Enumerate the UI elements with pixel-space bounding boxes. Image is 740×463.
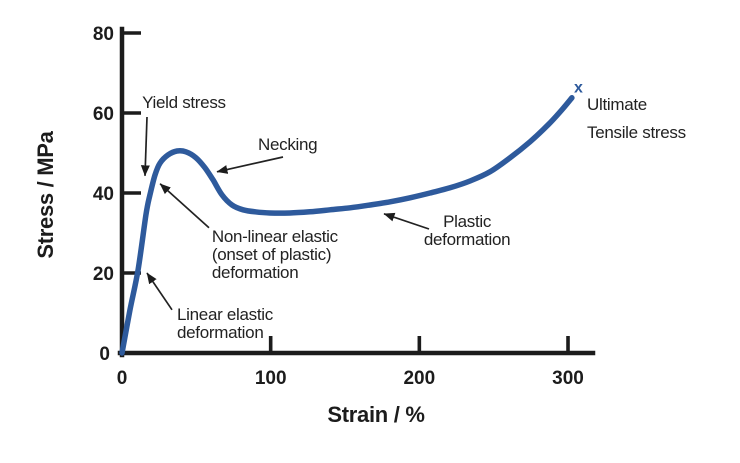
x-tick-label: 100 — [255, 368, 287, 389]
y-tick-label: 60 — [93, 104, 114, 125]
y-tick-labels: 0 20 40 60 80 — [93, 24, 114, 365]
annotation-arrow — [140, 116, 150, 177]
x-tick-label: 0 — [117, 368, 128, 389]
annotation-label: Tensile stress — [587, 123, 686, 142]
annotation-label: Yield stress — [142, 93, 226, 112]
annotation-label: deformation — [212, 263, 298, 282]
annotation-arrow — [383, 212, 430, 230]
y-axis-title: Stress / MPa — [33, 130, 58, 258]
x-tick-label: 300 — [552, 368, 584, 389]
y-tick-label: 80 — [93, 24, 114, 45]
annotation-label: Linear elastic — [177, 305, 274, 324]
y-ticks — [122, 31, 141, 275]
annotation-arrow — [146, 272, 173, 311]
axes: 0 20 40 60 80 0 100 200 300 — [93, 24, 596, 389]
annotation-ultimate-tensile-stress: Ultimate Tensile stress — [587, 95, 686, 142]
uts-end-marker-x-icon: x — [574, 79, 583, 96]
annotation-label: Necking — [258, 135, 317, 154]
annotation-yield-stress: Yield stress — [140, 93, 226, 177]
y-tick-label: 40 — [93, 184, 114, 205]
stress-strain-curve — [119, 95, 575, 356]
annotation-necking: Necking — [216, 135, 318, 174]
x-tick-label: 200 — [403, 368, 435, 389]
x-tick-labels: 0 100 200 300 — [117, 368, 584, 389]
annotations: Yield stress Necking Non-linear elastic(on… — [140, 93, 686, 342]
annotation-label: Ultimate — [587, 95, 647, 114]
annotation-label: Plastic — [443, 212, 492, 231]
annotation-arrow — [159, 183, 210, 229]
x-axis-title: Strain / % — [327, 402, 424, 427]
x-ticks — [268, 336, 570, 353]
annotation-non-linear-elastic: Non-linear elastic(onset of plastic)defo… — [159, 183, 339, 282]
y-tick-label: 0 — [99, 344, 110, 365]
annotation-label: deformation — [424, 230, 510, 249]
annotation-label: Non-linear elastic — [212, 227, 339, 246]
annotation-arrow — [216, 156, 284, 174]
annotation-label: deformation — [177, 323, 263, 342]
annotation-label: (onset of plastic) — [212, 245, 331, 264]
y-tick-label: 20 — [93, 264, 114, 285]
